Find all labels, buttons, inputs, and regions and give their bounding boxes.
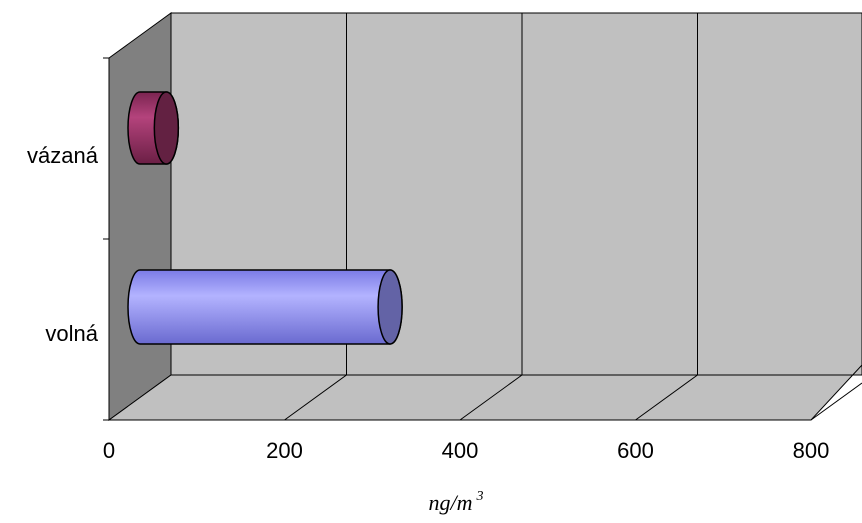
category-label: volná bbox=[45, 321, 98, 346]
x-axis-title-text: ng/m bbox=[429, 490, 473, 515]
x-tick-label: 0 bbox=[103, 438, 115, 463]
category-labels: vázaná volná bbox=[27, 143, 99, 346]
axes bbox=[103, 57, 811, 421]
gridline-floor bbox=[635, 374, 698, 421]
bar-vazana bbox=[127, 91, 180, 165]
x-axis-title: ng/m 3 bbox=[429, 489, 484, 515]
bar-end-cap-shade bbox=[154, 92, 179, 164]
bar-end-cap bbox=[153, 91, 180, 165]
x-tick-labels: 0 200 400 600 800 bbox=[103, 438, 829, 463]
bar-body bbox=[127, 269, 403, 345]
bar-end-cap bbox=[377, 269, 403, 345]
x-tick-label: 200 bbox=[266, 438, 303, 463]
bar-volna bbox=[127, 269, 403, 345]
category-label: vázaná bbox=[27, 143, 99, 168]
x-axis-title-superscript: 3 bbox=[476, 489, 484, 504]
x-tick-label: 400 bbox=[442, 438, 479, 463]
x-tick-label: 800 bbox=[793, 438, 830, 463]
x-tick-label: 600 bbox=[617, 438, 654, 463]
bars bbox=[127, 91, 403, 345]
gridline-floor bbox=[284, 374, 347, 421]
side-wall bbox=[108, 12, 172, 421]
gridline-floor bbox=[459, 374, 523, 421]
bar-end-cap-shade bbox=[378, 270, 403, 344]
gridline-floor bbox=[810, 382, 862, 421]
